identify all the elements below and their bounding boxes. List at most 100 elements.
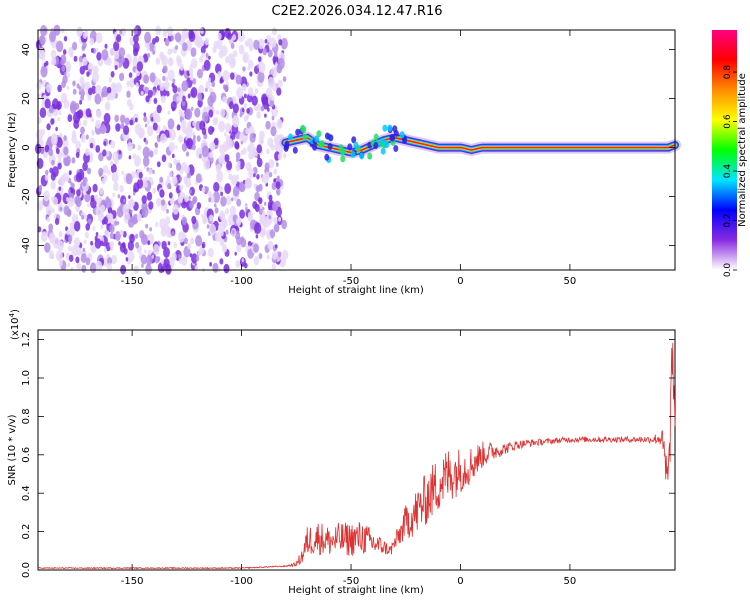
noise-blob xyxy=(222,96,227,103)
noise-blob xyxy=(100,204,106,213)
noise-blob xyxy=(268,159,275,169)
noise-blob xyxy=(51,159,55,166)
noise-blob xyxy=(262,173,269,184)
noise-blob xyxy=(202,122,206,127)
noise-blob xyxy=(66,197,70,202)
noise-blob xyxy=(235,152,241,160)
noise-blob xyxy=(127,240,134,251)
noise-blob xyxy=(48,105,54,114)
noise-blob xyxy=(168,170,173,178)
noise-blob xyxy=(71,245,79,257)
noise-blob xyxy=(258,253,263,260)
noise-blob xyxy=(178,258,183,264)
noise-blob xyxy=(255,106,258,111)
signal-blob xyxy=(340,155,346,163)
noise-blob xyxy=(254,88,259,94)
noise-blob xyxy=(149,42,155,52)
noise-blob xyxy=(167,162,171,168)
noise-blob xyxy=(262,47,268,56)
noise-blob xyxy=(271,263,276,270)
noise-blob xyxy=(43,151,48,158)
noise-blob xyxy=(170,264,174,270)
noise-blob xyxy=(167,118,175,130)
noise-blob xyxy=(72,80,76,86)
noise-blob xyxy=(205,52,209,58)
noise-blob xyxy=(190,237,195,245)
noise-blob xyxy=(92,71,99,83)
noise-blob xyxy=(170,101,177,111)
noise-blob xyxy=(120,123,125,130)
noise-blob xyxy=(190,58,198,69)
noise-blob xyxy=(83,119,88,127)
noise-blob xyxy=(230,42,235,50)
noise-blob xyxy=(67,114,73,123)
x-tick-label: -50 xyxy=(343,576,359,587)
noise-blob xyxy=(216,110,220,115)
noise-blob xyxy=(232,229,235,235)
spectrogram-panel: -150 -100 -50 0 50 -40 -20 0 20 40 Height of str… xyxy=(7,24,681,296)
noise-blob xyxy=(133,34,139,44)
noise-blob xyxy=(128,155,132,160)
noise-blob xyxy=(57,84,62,93)
signal-blob xyxy=(353,141,359,149)
noise-blob xyxy=(195,173,202,184)
noise-blob xyxy=(87,203,90,208)
noise-blob xyxy=(217,71,222,78)
noise-blob xyxy=(219,238,225,247)
noise-blob xyxy=(49,31,56,43)
noise-blob xyxy=(276,188,281,196)
noise-blob xyxy=(230,72,235,80)
noise-blob xyxy=(173,242,177,249)
x-tick-label: 0 xyxy=(457,276,463,287)
noise-blob xyxy=(185,126,193,139)
noise-blob xyxy=(86,71,90,77)
noise-blob xyxy=(66,209,72,218)
y-tick-label: 0.6 xyxy=(21,447,32,463)
noise-blob xyxy=(90,240,93,246)
noise-blob xyxy=(189,200,195,209)
noise-blob xyxy=(89,262,97,274)
noise-blob xyxy=(39,35,46,46)
noise-blob xyxy=(236,198,242,207)
noise-blob xyxy=(179,176,183,182)
noise-blob xyxy=(145,223,149,229)
spectrogram-x-label: Height of straight line (km) xyxy=(288,285,424,296)
noise-blob xyxy=(89,142,94,149)
noise-blob xyxy=(125,257,129,262)
noise-blob xyxy=(165,226,173,238)
noise-blob xyxy=(109,212,112,217)
x-tick-label: -50 xyxy=(343,276,359,287)
noise-blob xyxy=(70,266,74,272)
noise-blob xyxy=(176,95,180,102)
noise-blob xyxy=(247,211,254,220)
noise-blob xyxy=(235,260,241,268)
noise-blob xyxy=(243,93,247,99)
noise-blob xyxy=(271,115,275,121)
noise-blob xyxy=(253,183,257,188)
noise-blob xyxy=(58,260,63,267)
noise-blob xyxy=(46,123,51,131)
noise-blob xyxy=(120,56,125,64)
noise-blob xyxy=(244,177,252,190)
noise-blob xyxy=(68,245,72,252)
noise-blob xyxy=(225,134,230,142)
colorbar-gradient xyxy=(712,30,737,270)
noise-blob xyxy=(110,71,115,78)
noise-blob xyxy=(258,197,263,205)
noise-blob xyxy=(202,217,207,225)
signal-blob xyxy=(359,152,365,160)
noise-blob xyxy=(146,254,153,266)
noise-blob xyxy=(167,241,171,246)
noise-blob xyxy=(201,186,206,193)
noise-blob xyxy=(192,78,197,85)
noise-blob xyxy=(89,113,92,118)
noise-blob xyxy=(182,27,189,39)
noise-blob xyxy=(177,194,183,204)
noise-blob xyxy=(257,71,265,83)
noise-blob xyxy=(45,60,49,66)
noise-blob xyxy=(103,112,111,124)
noise-blob xyxy=(178,254,181,259)
noise-blob xyxy=(78,86,82,91)
noise-blob xyxy=(80,253,87,264)
noise-blob xyxy=(69,222,74,230)
